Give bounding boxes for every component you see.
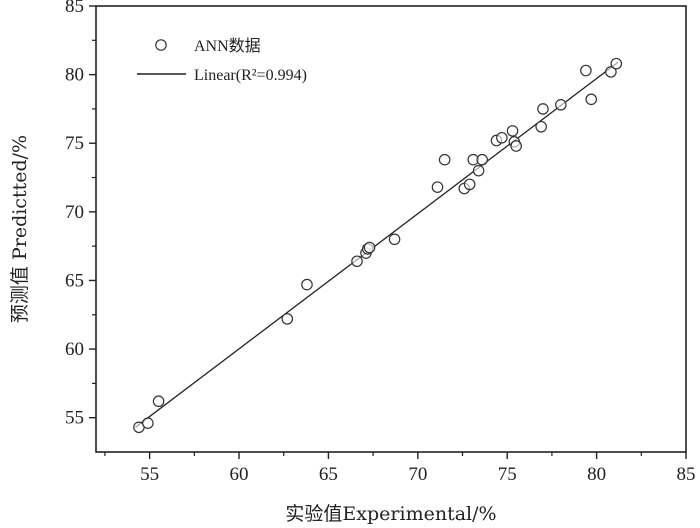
legend-marker-ann <box>155 39 167 51</box>
x-tick-label: 80 <box>587 464 606 485</box>
data-point <box>535 120 547 133</box>
y-axis-ticks: 55 60 65 70 75 80 85 <box>65 0 96 429</box>
x-tick-label: 55 <box>140 464 159 485</box>
x-axis-title: 实验值Experimental/% <box>285 503 496 525</box>
data-point <box>431 181 444 193</box>
data-point <box>472 164 485 177</box>
plot-frame <box>95 5 687 453</box>
data-point <box>281 313 294 325</box>
data-point <box>363 241 376 254</box>
y-tick-label: 55 <box>65 408 84 429</box>
legend-label-linear: Linear(R²=0.994) <box>194 67 307 84</box>
x-tick-label: 65 <box>319 464 338 485</box>
linear-fit-line <box>134 61 619 428</box>
y-tick-label: 75 <box>65 133 84 154</box>
y-tick-label: 85 <box>65 0 84 17</box>
legend-label-ann: ANN数据 <box>194 37 261 55</box>
data-points <box>133 57 623 434</box>
data-point <box>152 395 165 408</box>
x-axis-ticks: 55 60 65 70 75 80 85 <box>104 452 696 485</box>
data-point <box>351 255 363 268</box>
fit-line-group <box>134 61 619 428</box>
plot-border <box>95 5 687 453</box>
data-point <box>585 93 598 106</box>
data-point <box>610 57 623 70</box>
legend: ANN数据 Linear(R²=0.994) <box>137 37 307 84</box>
data-point <box>142 417 154 429</box>
y-tick-label: 65 <box>65 270 84 291</box>
y-tick-label: 60 <box>65 339 84 360</box>
data-point <box>605 66 617 78</box>
y-tick-label: 70 <box>65 202 84 223</box>
y-axis-title: 预测值 Predictted/% <box>9 135 31 323</box>
data-point <box>580 64 592 77</box>
data-point <box>555 99 567 111</box>
data-point <box>506 125 519 137</box>
data-point <box>476 153 488 166</box>
y-tick-label: 80 <box>65 65 84 86</box>
data-point <box>496 131 508 144</box>
data-point <box>438 153 451 166</box>
data-point <box>463 178 476 191</box>
data-point <box>510 140 522 152</box>
x-tick-label: 70 <box>408 464 427 485</box>
x-tick-label: 75 <box>498 464 517 485</box>
data-point <box>301 278 313 291</box>
data-point <box>537 103 549 115</box>
data-point <box>388 233 401 246</box>
x-tick-label: 85 <box>677 464 696 485</box>
x-tick-label: 60 <box>230 464 249 485</box>
